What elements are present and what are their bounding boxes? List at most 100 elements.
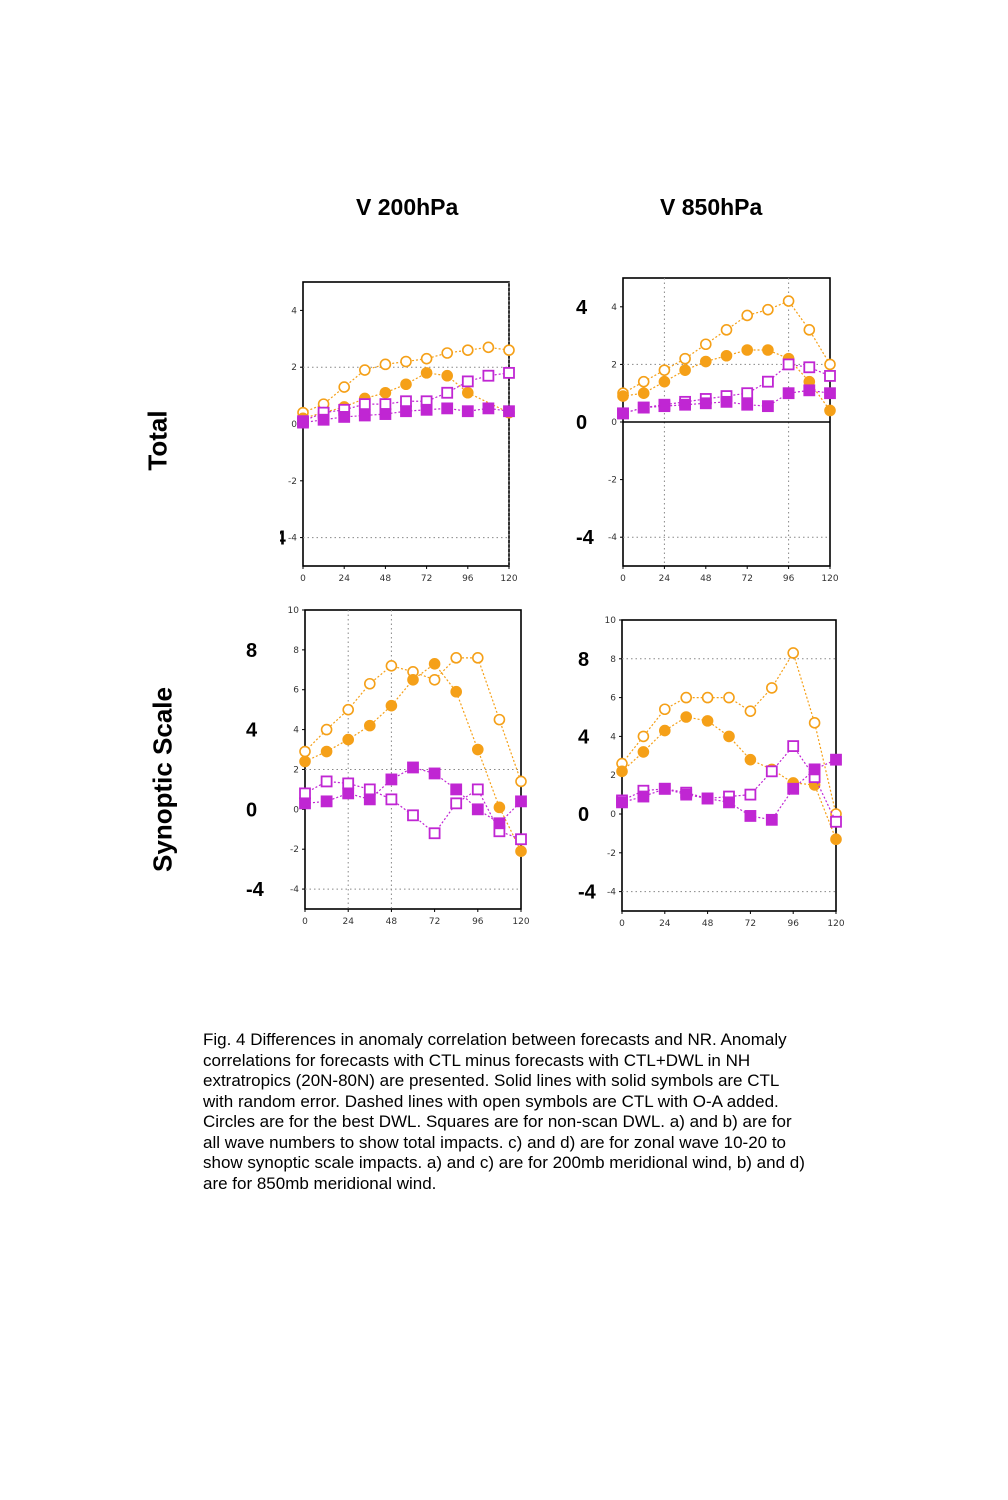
solid-square-point [317,413,330,426]
series-line [621,745,837,823]
x-tick-label: 24 [342,917,354,927]
open-square-point [830,815,842,828]
solid-circle-point [493,801,506,814]
open-square-point [782,358,795,371]
open-circle-point [720,324,733,336]
solid-circle-point [515,845,527,857]
open-circle-point [338,381,350,393]
solid-square-point [720,395,733,408]
solid-square-point [379,408,392,420]
solid-square-point [824,387,836,400]
x-tick-label: 72 [741,574,752,584]
solid-circle-point [428,658,441,670]
solid-circle-point [379,386,392,399]
y-tick-label: 2 [611,360,617,370]
solid-square-point [400,405,412,418]
solid-square-point [299,797,311,810]
open-square-point [515,833,527,846]
open-circle-point [824,358,836,371]
x-tick-label: 72 [421,574,432,584]
open-circle-point [637,375,650,388]
solid-square-point [808,763,821,776]
solid-square-point [461,405,474,418]
chart-panel-b: 4 2 0 -2 -4 0 24 48 72 96 120 4 0 -4 [576,277,839,584]
solid-square-point [493,817,506,830]
y-tick-label: 4 [610,732,616,742]
solid-square-point [450,783,463,796]
y-tick-label: 4 [611,303,617,313]
open-circle-point [741,309,753,322]
open-circle-point [808,717,821,729]
y-tick-label: -2 [288,477,297,487]
y-tick-label: -2 [607,849,616,859]
solid-square-point [342,787,355,800]
open-square-point [385,793,398,806]
solid-square-point [679,398,691,411]
solid-square-point [407,761,419,774]
open-circle-point [299,745,311,758]
y-tick-label: 2 [293,765,299,775]
open-circle-point [679,352,691,365]
open-circle-point [385,660,398,672]
big-y-label: -4 [280,528,287,550]
y-tick-label: -2 [608,476,617,486]
row-label-total: Total [142,410,173,471]
open-square-point [400,395,412,408]
open-square-point [320,775,333,788]
open-circle-point [379,358,392,371]
open-square-point [342,777,355,790]
chart-panel-c: 10 8 6 4 2 0 -2 -4 0 24 48 72 96 120 8 4 0 -4 [246,606,530,927]
x-tick-label: 120 [821,574,838,584]
x-tick-label: 96 [472,917,484,927]
solid-square-point [787,782,800,795]
solid-square-point [617,407,629,420]
open-square-point [765,765,778,778]
big-y-label: 0 [246,799,257,821]
open-circle-point [420,352,433,365]
solid-circle-point [462,386,474,399]
open-circle-point [400,355,412,368]
solid-square-point [482,402,495,415]
y-tick-label: 0 [610,810,616,820]
x-tick-label: 48 [386,917,398,927]
column-title-200hpa: V 200hPa [356,194,459,220]
chart-panel-d: 10 8 6 4 2 0 -2 -4 0 24 48 72 96 120 8 4 0 -4 [578,616,845,929]
x-tick-label: 24 [659,919,671,929]
open-circle-point [787,647,799,659]
y-tick-label: 6 [610,694,616,704]
solid-circle-point [658,375,671,388]
solid-square-point [637,790,650,803]
x-tick-label: 72 [429,917,440,927]
open-circle-point [659,703,671,716]
open-square-point [741,387,754,400]
y-tick-label: -4 [608,533,617,543]
open-square-point [441,386,454,399]
series-line [621,759,837,821]
open-circle-point [700,338,712,351]
x-tick-label: 72 [745,919,756,929]
open-square-point [787,740,800,753]
big-y-label: 4 [246,720,258,742]
x-tick-label: 120 [500,574,517,584]
solid-circle-point [700,355,712,368]
solid-circle-point [400,378,412,391]
solid-circle-point [420,367,433,379]
solid-square-point [441,402,454,415]
open-circle-point [701,691,714,704]
solid-circle-point [637,387,650,399]
solid-circle-point [472,743,484,756]
open-circle-point [658,364,671,376]
x-tick-label: 96 [462,574,474,584]
solid-square-point [803,384,816,397]
open-circle-point [503,344,515,356]
solid-circle-point [407,673,419,686]
solid-circle-point [299,755,311,768]
plot-frame [304,609,522,910]
open-circle-point [482,341,495,354]
solid-square-point [699,397,712,410]
y-tick-label: 0 [611,418,617,428]
solid-circle-point [762,344,774,356]
big-y-label: 8 [578,649,589,671]
solid-circle-point [450,685,462,698]
y-tick-label: -4 [290,885,299,895]
